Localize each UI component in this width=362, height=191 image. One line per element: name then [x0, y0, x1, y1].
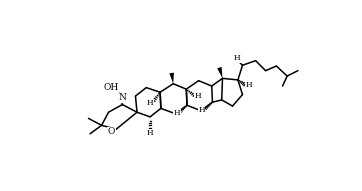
Text: O: O: [108, 127, 115, 136]
Text: H: H: [147, 129, 153, 137]
Text: H: H: [198, 106, 205, 114]
Text: H: H: [174, 109, 180, 117]
Text: H: H: [147, 99, 153, 107]
Polygon shape: [169, 73, 174, 84]
Polygon shape: [217, 67, 223, 78]
Text: H: H: [245, 81, 252, 89]
Text: H: H: [194, 92, 201, 100]
Text: H: H: [234, 54, 240, 62]
Text: N: N: [118, 93, 126, 102]
Text: OH: OH: [103, 83, 118, 92]
